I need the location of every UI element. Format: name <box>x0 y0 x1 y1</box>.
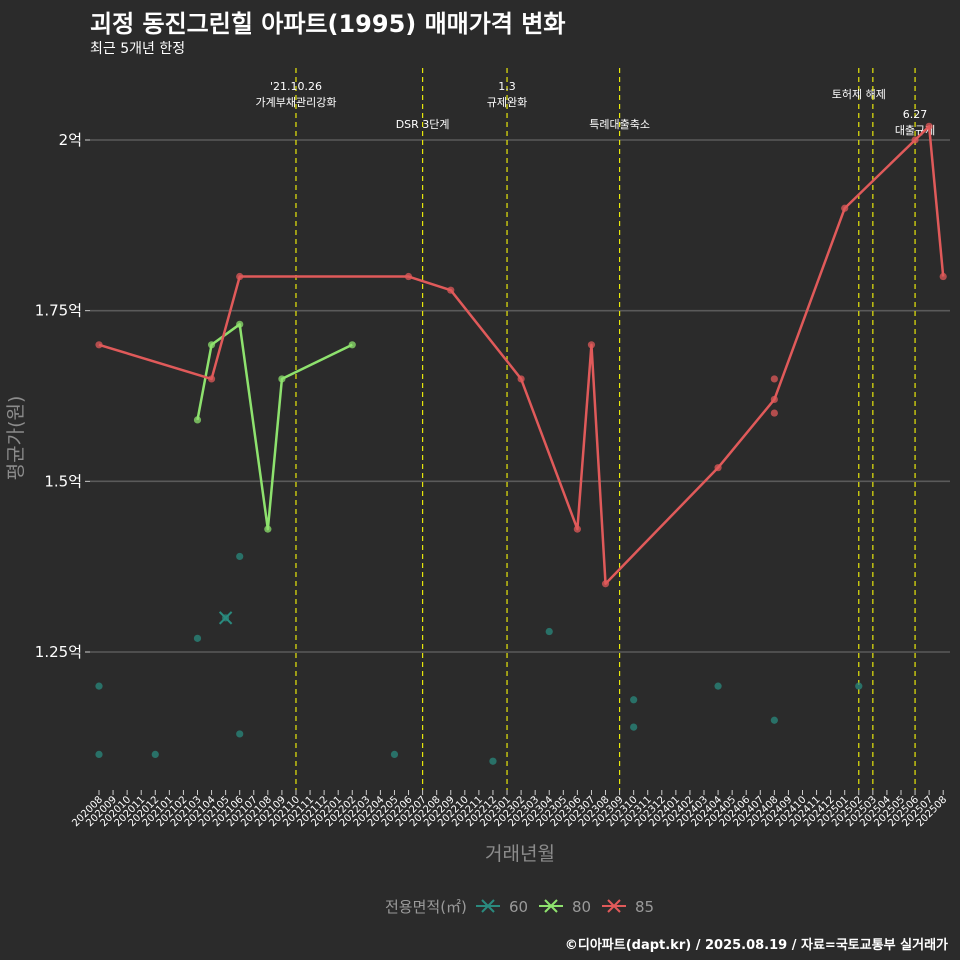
legend-label-60: 60 <box>509 898 528 916</box>
point-85-202501-11 <box>841 204 849 212</box>
marker-x-b-60-0 <box>218 611 233 625</box>
series-line-80 <box>196 323 353 531</box>
event-label-202506-1: 대출규제 <box>895 124 935 137</box>
point-85-202302-5 <box>517 375 525 383</box>
legend-cross-b-60 <box>481 899 495 913</box>
event-label-202301-1: 규제완화 <box>487 96 527 109</box>
y-axis-ticks: 1.25억 1.5억 1.75억 2억 <box>35 131 90 661</box>
point-60-202103-3 <box>193 634 202 642</box>
point-85-202508-14 <box>939 272 947 281</box>
point-60-202008-0 <box>95 682 103 690</box>
x-axis-ticks: 2020082020092020102020112020122021012021… <box>70 790 949 829</box>
chart-title: 괴정 동진그린힐 아파트(1995) 매매가격 변화 <box>90 10 566 38</box>
point-60-202310-10 <box>630 696 638 704</box>
legend-cross-b-85 <box>607 899 621 913</box>
point-80-202202-5 <box>348 341 356 349</box>
event-label-202207-0: DSR 3단계 <box>396 118 450 131</box>
point-85-202507-13 <box>925 122 933 130</box>
point-85-202408-10 <box>770 395 778 404</box>
point-60-202408-13 <box>770 716 778 724</box>
point-80-202108-3 <box>264 525 272 533</box>
event-label-202309-0: 특례대출축소 <box>589 118 650 131</box>
legend-label-85: 85 <box>635 898 654 916</box>
point-85-202307-7 <box>587 341 596 349</box>
point-85-202209-4 <box>447 286 455 294</box>
series-line-85 <box>98 125 945 585</box>
point-60-202106-5 <box>236 552 244 561</box>
point-85-202104-1 <box>207 375 216 383</box>
event-label-202110-0: '21.10.26 <box>270 80 322 93</box>
point-80-202109-4 <box>278 375 286 383</box>
x-axis-title: 거래년월 <box>485 843 555 865</box>
legend-label-80: 80 <box>572 898 591 916</box>
y-tick-label-1: 1.5억 <box>44 472 82 490</box>
point-85-202404-9 <box>714 464 722 472</box>
y-axis-title: 평균가(원) <box>5 396 27 481</box>
point-85-202308-8 <box>601 580 610 588</box>
point-60-202106-6 <box>236 730 244 738</box>
point-80-202104-1 <box>207 341 216 349</box>
event-label-202506-0: 6.27 <box>903 108 928 121</box>
point-extra-85-202408-0 <box>770 375 778 383</box>
y-tick-label-0: 1.25억 <box>35 643 82 661</box>
point-60-202205-7 <box>390 750 399 759</box>
point-60-202310-11 <box>630 723 638 731</box>
point-extra-85-202408-1 <box>770 409 778 417</box>
point-80-202106-2 <box>236 320 244 328</box>
point-85-202008-0 <box>95 341 103 349</box>
legend: 전용면적(㎡) 60 80 85 <box>385 898 654 916</box>
legend-cross-b-80 <box>544 899 558 913</box>
point-60-202502-14 <box>855 682 863 690</box>
point-85-202506-12 <box>911 136 919 144</box>
y-tick-label-2: 1.75억 <box>35 302 82 320</box>
source-caption: ©디아파트(dapt.kr) / 2025.08.19 / 자료=국토교통부 실… <box>564 938 948 953</box>
point-85-202306-6 <box>573 525 581 533</box>
point-80-202103-0 <box>193 416 202 424</box>
point-60-202008-1 <box>95 750 103 759</box>
point-60-202404-12 <box>714 682 722 690</box>
series-layer <box>95 122 947 765</box>
legend-title: 전용면적(㎡) <box>385 898 467 916</box>
event-label-202502-0: 토허제 해제 <box>832 87 886 101</box>
point-60-202304-9 <box>545 627 553 636</box>
point-85-202206-3 <box>404 272 413 281</box>
event-label-202301-0: 1.3 <box>498 80 516 93</box>
y-tick-label-3: 2억 <box>59 131 82 149</box>
grid-lines <box>90 139 950 653</box>
event-label-202110-1: 가계부채관리강화 <box>255 96 336 109</box>
point-85-202106-2 <box>236 272 244 281</box>
chart-subtitle: 최근 5개년 한정 <box>90 41 186 57</box>
point-60-202012-2 <box>151 750 159 759</box>
point-60-202212-8 <box>489 757 497 765</box>
